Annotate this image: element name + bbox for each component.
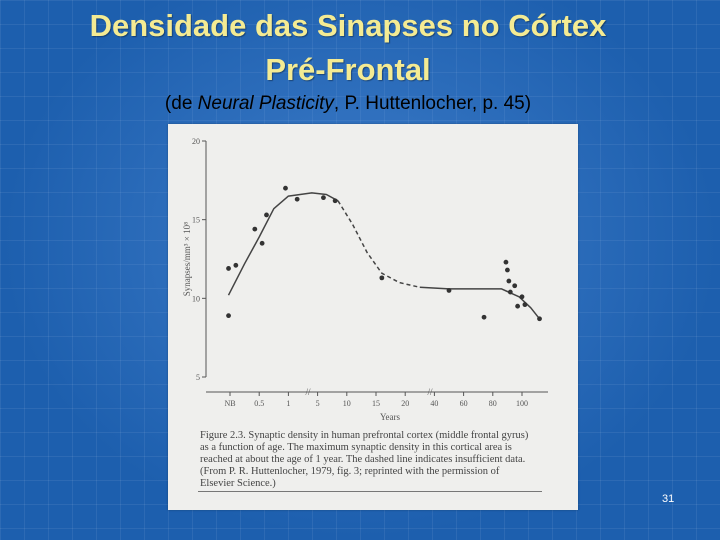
data-point bbox=[481, 314, 487, 320]
data-point bbox=[252, 226, 258, 232]
data-point bbox=[506, 278, 512, 284]
slide-title-line2: Pré-Frontal bbox=[265, 52, 431, 87]
slide-title-line1: Densidade das Sinapses no Córtex bbox=[89, 8, 607, 43]
subtitle-prefix: (de bbox=[164, 93, 198, 114]
x-tick-label: 15 bbox=[372, 399, 380, 408]
x-tick-label: NB bbox=[224, 399, 235, 408]
fit-curve-dashed bbox=[337, 200, 420, 289]
scanned-figure: //// 20 15 10 5 NB 0.5 1 5 10 15 20 40 60 80 100 Years S… bbox=[168, 124, 578, 510]
fit-curve-solid-early bbox=[227, 192, 339, 296]
x-tick-label: 60 bbox=[460, 399, 468, 408]
fit-curve-solid-late bbox=[419, 286, 541, 320]
data-point bbox=[503, 259, 509, 265]
data-point bbox=[522, 302, 528, 308]
x-tick-label: 10 bbox=[343, 399, 351, 408]
data-point bbox=[283, 185, 288, 191]
x-tick-label: 80 bbox=[489, 399, 497, 408]
x-axis-break: // bbox=[305, 387, 311, 397]
y-tick-label: 20 bbox=[192, 137, 200, 146]
slide-subtitle: (de Neural Plasticity, P. Huttenlocher, … bbox=[0, 92, 708, 116]
data-point bbox=[515, 303, 521, 309]
x-tick-label: 100 bbox=[516, 399, 528, 408]
x-axis-label: Years bbox=[380, 412, 401, 422]
data-point bbox=[332, 198, 338, 204]
subtitle-book-title: Neural Plasticity bbox=[197, 93, 334, 114]
data-point bbox=[264, 212, 269, 218]
y-tick-label: 10 bbox=[192, 294, 200, 303]
data-point bbox=[226, 266, 231, 271]
x-tick-label: 40 bbox=[430, 399, 438, 408]
x-tick-label: 0.5 bbox=[254, 399, 264, 408]
data-point bbox=[512, 283, 518, 289]
data-point bbox=[259, 240, 265, 246]
subtitle-suffix: , P. Huttenlocher, p. 45) bbox=[333, 93, 532, 114]
data-point bbox=[226, 313, 231, 319]
data-point bbox=[537, 316, 542, 322]
data-point bbox=[294, 196, 300, 202]
data-point bbox=[446, 288, 452, 293]
data-point bbox=[505, 267, 510, 273]
slide-number: 31 bbox=[662, 493, 675, 505]
x-tick-label: 20 bbox=[401, 399, 409, 408]
data-point bbox=[233, 262, 239, 268]
data-point bbox=[379, 275, 385, 281]
x-axis-break: // bbox=[427, 387, 433, 397]
data-point bbox=[519, 294, 525, 300]
x-tick-label: 1 bbox=[286, 399, 290, 408]
x-tick-label: 5 bbox=[316, 399, 320, 408]
y-tick-label: 5 bbox=[196, 373, 200, 382]
caption-rule bbox=[198, 491, 542, 492]
data-point bbox=[507, 289, 513, 295]
data-point bbox=[321, 195, 326, 201]
y-tick-label: 15 bbox=[192, 216, 200, 225]
y-axis-label: Synapses/mm³ × 10⁸ bbox=[182, 222, 192, 296]
figure-caption: Figure 2.3. Synaptic density in human pr… bbox=[200, 430, 529, 489]
